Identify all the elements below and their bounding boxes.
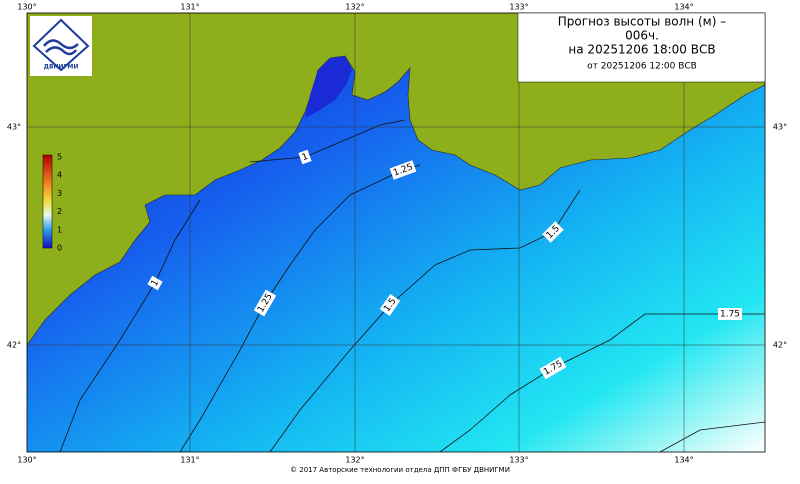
contour-label: 1.75 xyxy=(717,308,743,320)
title-line: на 20251206 18:00 ВСВ xyxy=(568,43,715,57)
map-frame xyxy=(26,12,766,453)
lon-label: 133° xyxy=(509,456,528,465)
lon-label: 131° xyxy=(180,456,199,465)
lon-label: 132° xyxy=(345,456,364,465)
colorbar-label: 3 xyxy=(57,189,62,198)
colorbar-ramp xyxy=(42,154,53,249)
contour-label-text: 1.75 xyxy=(720,310,740,320)
contour-label-bg xyxy=(379,294,401,316)
lat-label: 42° xyxy=(7,341,21,350)
footer: © 2017 Авторские технологии отдела ДПП Ф… xyxy=(290,466,510,474)
contour-label-bg xyxy=(147,275,163,291)
lon-label: 130° xyxy=(17,3,36,12)
lon-label: 134° xyxy=(674,3,693,12)
colorbar-label: 0 xyxy=(57,244,62,253)
logo-waves xyxy=(43,39,79,56)
lon-label: 130° xyxy=(17,456,36,465)
lat-label: 42° xyxy=(773,341,787,350)
land xyxy=(27,13,765,346)
title-line: Прогноз высоты волн (м) – xyxy=(558,15,726,29)
contour-label-text: 1 xyxy=(301,152,310,163)
contour-line xyxy=(249,119,406,163)
colorbar-label: 4 xyxy=(57,171,62,180)
issued-time: от 20251206 12:00 ВСВ xyxy=(587,62,697,72)
lon-label: 132° xyxy=(345,3,364,12)
colorbar-label: 2 xyxy=(57,207,62,216)
contour-label-bg xyxy=(389,160,417,180)
lon-label: 131° xyxy=(180,3,199,12)
contour-line xyxy=(179,164,421,452)
contour-label-bg xyxy=(298,149,312,165)
contour-line xyxy=(659,421,765,452)
lat-label: 43° xyxy=(7,123,21,132)
contour-label-text: 1 xyxy=(150,278,162,288)
lon-label: 133° xyxy=(509,3,528,12)
contour-line xyxy=(439,313,765,452)
colorbar-label: 1 xyxy=(57,225,62,234)
contour-label-bg xyxy=(717,308,743,320)
logo-text: ДВНИГМИ xyxy=(44,64,79,71)
lon-label: 134° xyxy=(674,456,693,465)
contour-label-bg xyxy=(253,289,277,317)
bay xyxy=(305,56,352,118)
contour-label-bg xyxy=(539,356,567,380)
contour-label: 1 xyxy=(147,275,163,291)
contour-label-bg xyxy=(542,221,564,243)
lat-label: 43° xyxy=(773,123,787,132)
title-line: 006ч. xyxy=(625,29,659,43)
title-box xyxy=(517,12,766,83)
contour-line xyxy=(269,189,581,452)
contour-line xyxy=(59,199,201,452)
colorbar-label: 5 xyxy=(57,153,62,162)
colorbar: 5 4 3 2 1 0 xyxy=(42,153,62,253)
map-area xyxy=(27,13,765,452)
graticule xyxy=(27,13,765,452)
logo: ДВНИГМИ xyxy=(30,16,92,76)
contours xyxy=(59,119,765,452)
contour-label: 1 xyxy=(298,149,312,165)
